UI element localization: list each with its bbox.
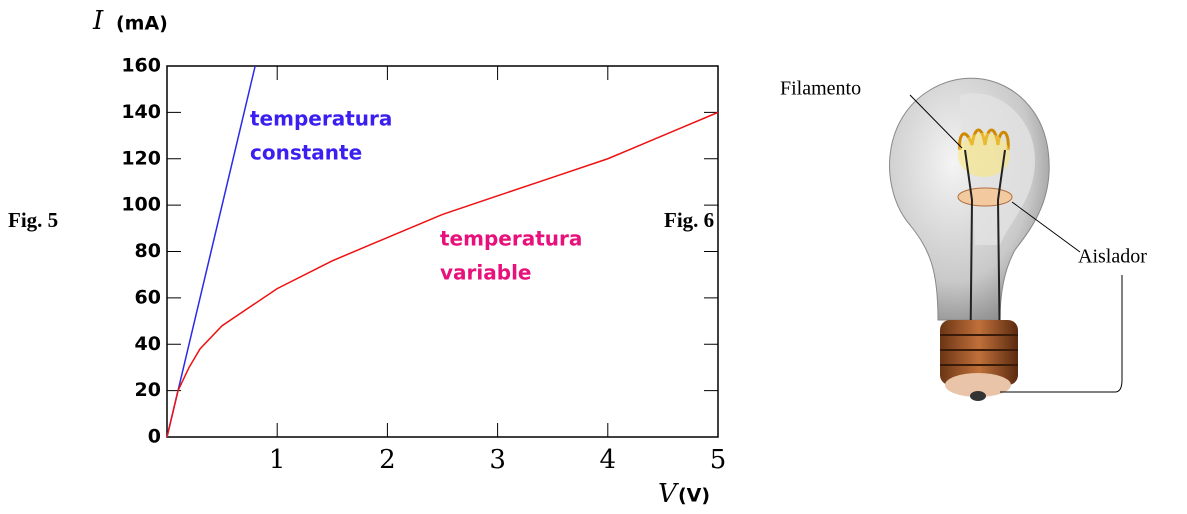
figure-label: Fig. 6 — [664, 208, 714, 232]
y-axis-symbol: I — [92, 6, 104, 36]
y-tick-label: 40 — [135, 333, 161, 355]
annotation: temperatura — [440, 227, 582, 251]
y-tick-label: 20 — [135, 379, 161, 401]
annotation: temperatura — [250, 107, 392, 131]
x-tick-label: 1 — [269, 445, 286, 475]
x-tick-label: 2 — [379, 445, 396, 475]
x-axis-unit: (V) — [678, 485, 710, 507]
bulb-label: Aislador — [1078, 246, 1147, 268]
y-tick-label: 140 — [121, 101, 161, 123]
annotation: variable — [440, 261, 531, 285]
x-tick-label: 3 — [489, 445, 506, 475]
y-axis-unit: (mA) — [116, 13, 168, 35]
annotation: constante — [250, 141, 362, 165]
x-axis-symbol: V — [658, 479, 679, 509]
y-tick-label: 0 — [148, 426, 161, 448]
y-axis-title: I (mA) — [92, 6, 168, 36]
y-tick-label: 80 — [135, 240, 161, 262]
bulb-illustration — [890, 78, 1122, 401]
y-tick-label: 120 — [121, 147, 161, 169]
y-tick-label: 100 — [121, 194, 161, 216]
figure: Filamento Aislador Fig. 5 Fig. 6 I (mA) … — [0, 0, 1187, 514]
y-tick-label: 160 — [121, 55, 161, 77]
x-tick-label: 4 — [600, 445, 617, 475]
bulb-label: Filamento — [780, 78, 861, 100]
y-tick-label: 60 — [135, 286, 161, 308]
x-tick-label: 5 — [710, 445, 727, 475]
x-axis-title: V (V) — [658, 479, 710, 509]
figure-label: Fig. 5 — [8, 208, 58, 232]
page: {"chart_data": {"type": "line", "ylabel"… — [0, 0, 1187, 514]
